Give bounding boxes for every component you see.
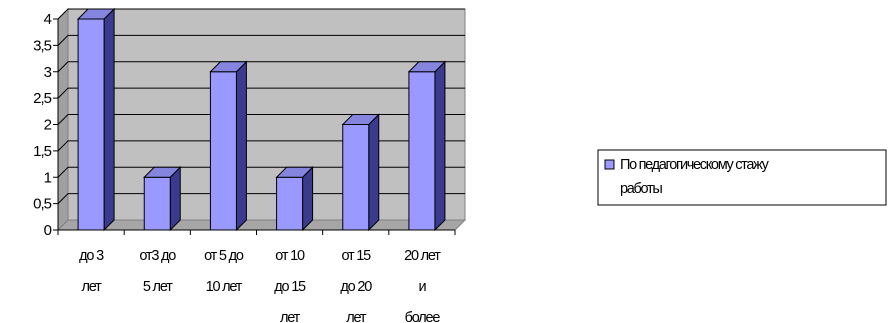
y-tick-label: 2 [44, 117, 52, 134]
legend-label: По педагогическому стажу работы [620, 157, 770, 197]
y-axis-tick-labels: 0 0,5 1 1,5 2 2,5 3 3,5 4 [33, 11, 53, 239]
bar-top [275, 166, 314, 178]
bar-side [368, 113, 380, 232]
y-tick-label: 0,5 [33, 196, 52, 213]
bar-top [341, 114, 380, 125]
bar-side [169, 166, 181, 232]
bar-front [342, 124, 370, 231]
bar [209, 60, 248, 232]
bar [143, 166, 182, 232]
bar [275, 166, 314, 232]
x-axis-category-labels: до 3 лет от3 до 5 лет от 5 до 10 лет от 10 до 1… [79, 248, 442, 323]
gridline [57, 193, 465, 204]
gridline [57, 34, 465, 46]
x-category-label: 20 лет и более [404, 248, 441, 323]
bars [76, 7, 447, 232]
gridline [57, 61, 465, 73]
y-tick-label: 1 [44, 169, 52, 186]
x-category-label: от 15 до 20 лет [340, 248, 372, 323]
gridline [57, 140, 465, 152]
y-tick-label: 3,5 [33, 37, 52, 54]
bar-top [143, 166, 182, 178]
bar-side [103, 7, 115, 232]
legend: По педагогическому стажу работы [597, 149, 887, 206]
bar-top [209, 61, 248, 73]
y-tick-label: 0 [44, 222, 52, 239]
bar-front [209, 71, 237, 231]
bar-side [302, 166, 314, 232]
floor [56, 219, 467, 231]
bar-top [407, 61, 447, 73]
bar [407, 60, 447, 232]
bar-top [76, 8, 116, 20]
y-tick-label: 3 [44, 64, 52, 81]
gridline [57, 114, 465, 125]
x-category-label: от3 до 5 лет [139, 248, 176, 295]
y-tick-label: 4 [44, 11, 52, 28]
x-category-label: от 10 до 15 лет [274, 248, 306, 323]
gridline [57, 166, 465, 178]
bar [76, 7, 116, 232]
gridlines [57, 8, 465, 204]
bar-front [276, 176, 304, 231]
legend-swatch [604, 159, 615, 170]
x-category-label: до 3 лет [79, 248, 104, 295]
gridline [57, 8, 465, 20]
y-tick-label: 1,5 [33, 143, 52, 160]
gridline [57, 87, 465, 99]
legend-box [597, 149, 887, 206]
plot-area [56, 7, 467, 232]
y-tick-label: 2,5 [33, 90, 52, 107]
bar-front [408, 71, 436, 231]
axes [53, 18, 456, 235]
x-category-label: от 5 до 10 лет [204, 248, 244, 295]
bar-side [235, 60, 247, 232]
bar-front [143, 176, 171, 231]
bar [341, 113, 380, 232]
bar-side [434, 60, 446, 232]
bar-front [77, 18, 105, 231]
